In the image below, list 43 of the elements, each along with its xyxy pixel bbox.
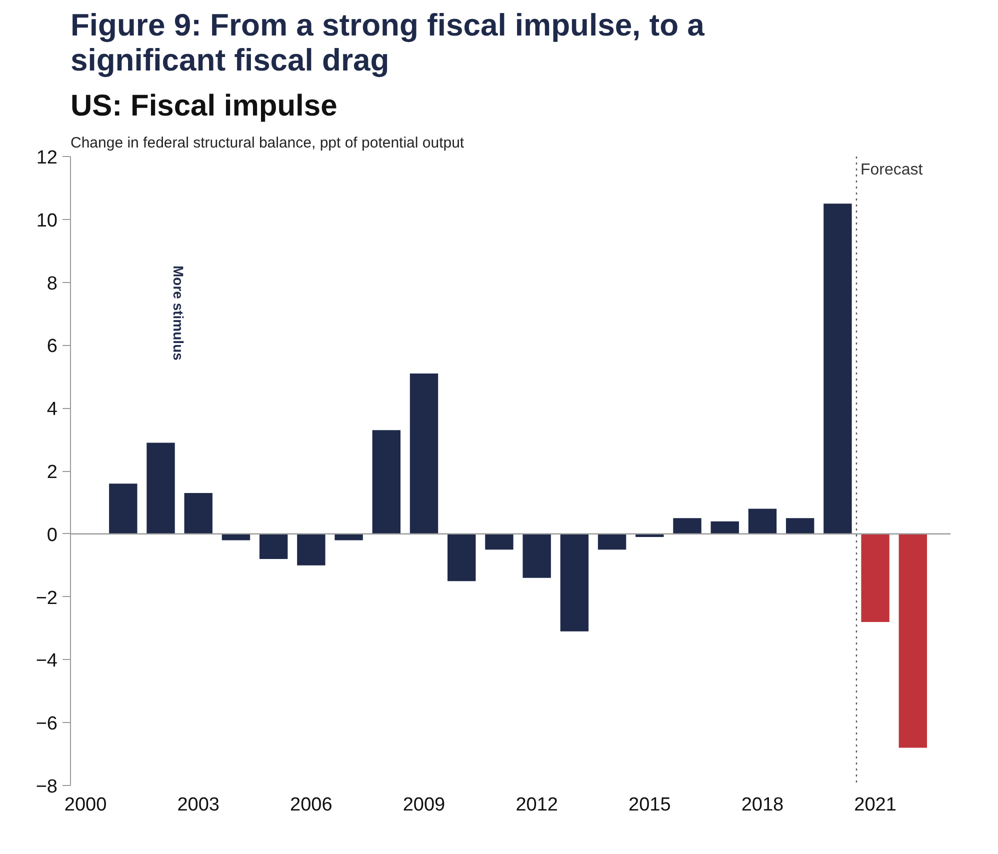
- bar: [259, 534, 288, 560]
- x-tick-label: 2012: [516, 794, 558, 816]
- y-tick-label: 12: [36, 148, 58, 168]
- ref-line-label: Forecast: [860, 162, 924, 178]
- bar: [184, 493, 212, 534]
- y-axis-title: Change in federal structural balance, ppt of potential output: [70, 134, 465, 152]
- annotation: More stimulus: [170, 266, 186, 361]
- bar: [898, 534, 927, 748]
- y-tick-label: −6: [36, 714, 58, 735]
- bar: [485, 534, 514, 550]
- y-tick-label: 4: [46, 399, 58, 420]
- bar: [786, 518, 814, 534]
- x-tick-label: 2003: [177, 794, 220, 816]
- x-tick-label: 2000: [64, 794, 107, 816]
- bar: [748, 508, 777, 534]
- bar: [598, 534, 626, 550]
- y-tick-label: 10: [36, 210, 58, 232]
- x-tick-label: 2018: [741, 794, 784, 816]
- bar: [522, 534, 551, 578]
- bar: [861, 534, 890, 622]
- y-tick-label: −8: [36, 776, 58, 798]
- y-tick-label: 0: [46, 524, 58, 546]
- bar: [673, 518, 702, 534]
- x-tick-label: 2006: [290, 794, 332, 816]
- x-tick-label: 2021: [854, 794, 896, 816]
- x-tick-label: 2015: [628, 794, 671, 816]
- bar: [824, 204, 852, 534]
- chart-title: Figure 9: From a strong fiscal impulse, to a significant fiscal drag: [70, 8, 706, 78]
- bar: [448, 534, 476, 582]
- bar: [146, 442, 175, 534]
- y-tick-label: 8: [46, 273, 58, 294]
- chart-subtitle: US: Fiscal impulse: [70, 90, 338, 122]
- x-tick-label: 2009: [402, 794, 446, 816]
- bar: [560, 534, 589, 632]
- y-tick-label: 2: [46, 462, 58, 483]
- y-tick-label: −2: [36, 588, 58, 609]
- y-tick-label: −4: [36, 650, 58, 672]
- bar: [297, 534, 326, 566]
- y-tick-label: 6: [46, 336, 58, 358]
- bar: [109, 484, 138, 534]
- bar: [710, 521, 739, 534]
- bar: [410, 374, 438, 534]
- bar: [372, 430, 400, 534]
